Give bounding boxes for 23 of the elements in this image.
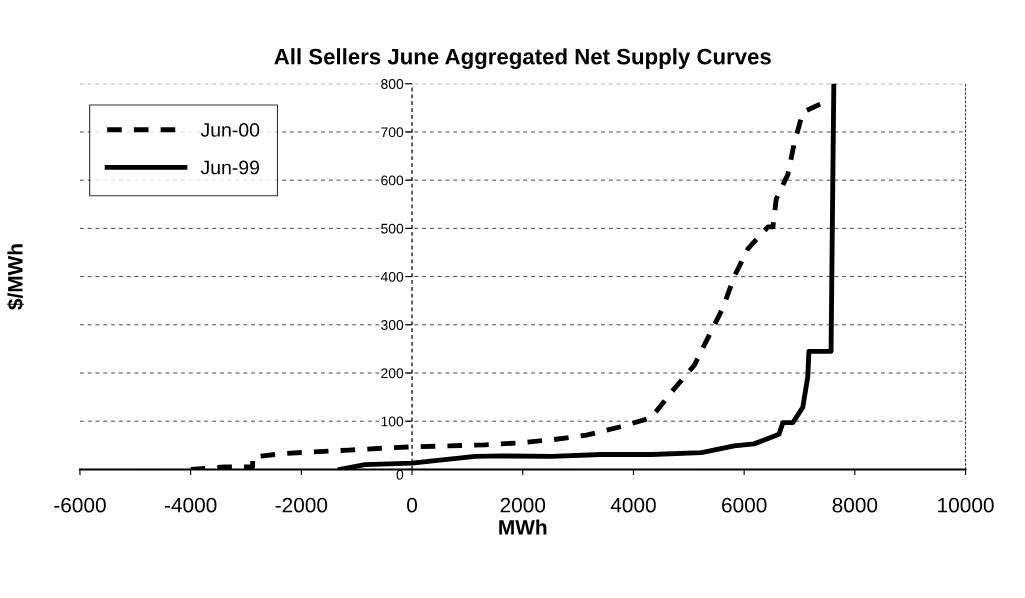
y-tick-label: 500 [381,223,404,234]
y-tick-label: 100 [381,416,404,427]
x-axis-title: MWh [499,519,547,535]
y-tick-label: 800 [381,79,404,89]
x-tick-label: -2000 [275,497,328,513]
y-tick-label: 300 [381,320,404,330]
y-axis-title: $/MWh [7,244,25,310]
x-tick-label: 0 [407,497,418,513]
x-tick-label: 8000 [832,497,878,513]
y-tick-label: 600 [381,175,404,186]
y-tick-label: 700 [381,127,404,138]
x-tick-label: -6000 [54,497,106,513]
x-tick-label: 4000 [610,497,656,513]
chart-title: All Sellers June Aggregated Net Supply Curves [274,48,771,69]
x-tick-label: 6000 [722,497,767,513]
x-tick-label: 10000 [938,497,994,513]
y-tick-label: 400 [380,271,404,282]
x-tick-label: 2000 [500,497,546,513]
y-tick-label: 200 [381,368,404,379]
legend-label: Jun-00 [200,123,260,137]
legend-label: Jun-99 [200,160,260,175]
x-tick-label: -4000 [164,497,217,513]
y-tick-label: 0 [396,469,404,480]
